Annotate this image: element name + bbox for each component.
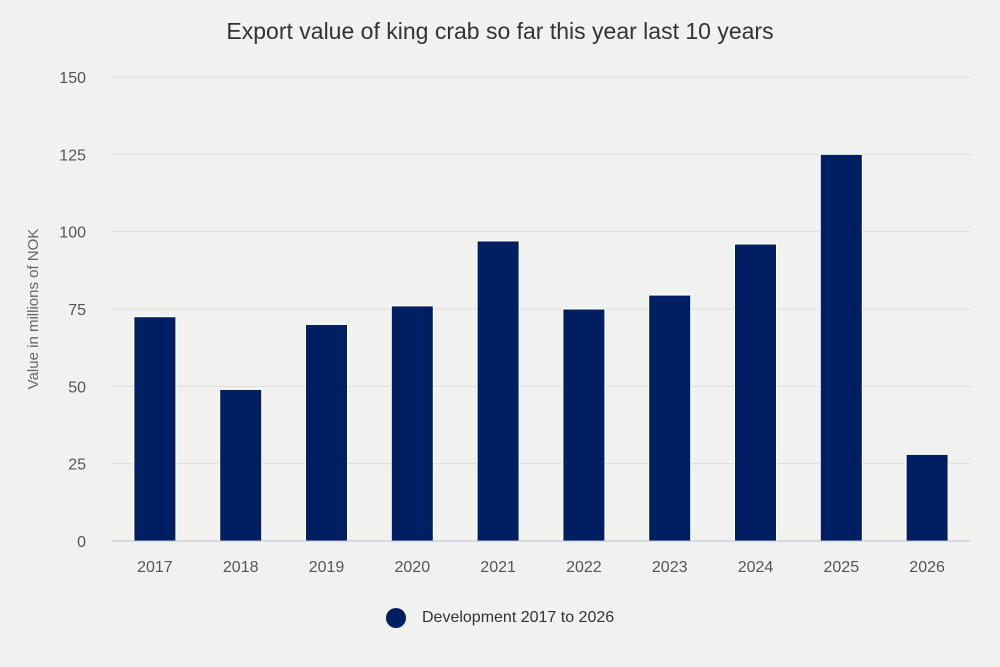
x-tick-label: 2019 [309, 559, 345, 576]
legend: Development 2017 to 2026 [386, 608, 614, 628]
y-tick-label: 25 [68, 457, 86, 474]
y-tick-label: 150 [59, 70, 86, 87]
bar-2022[interactable] [562, 308, 606, 542]
x-tick-label: 2020 [395, 559, 431, 576]
y-tick-label: 125 [59, 147, 86, 164]
x-tick-label: 2022 [566, 559, 602, 576]
x-tick-label: 2018 [223, 559, 259, 576]
x-tick-label: 2024 [738, 559, 774, 576]
x-tick-label: 2017 [137, 559, 173, 576]
legend-label: Development 2017 to 2026 [422, 609, 615, 626]
bar-2026[interactable] [905, 453, 949, 542]
y-tick-label: 0 [77, 534, 86, 551]
bar-2021[interactable] [476, 240, 520, 542]
x-tick-label: 2025 [824, 559, 860, 576]
bar-2019[interactable] [305, 323, 348, 542]
x-tick-label: 2023 [652, 559, 688, 576]
y-tick-label: 100 [59, 225, 86, 242]
x-tick-label: 2026 [909, 559, 945, 576]
chart-title: Export value of king crab so far this ye… [226, 18, 774, 44]
y-tick-label: 75 [68, 302, 86, 319]
x-axis-ticks: 2017 2018 2019 2020 2021 2022 2023 2024 2025 2026 [137, 559, 945, 576]
bar-2024[interactable] [734, 243, 777, 542]
bars [133, 153, 949, 542]
y-axis-ticks: 0 25 50 75 100 125 150 [59, 70, 86, 551]
bar-2025[interactable] [819, 153, 863, 542]
bar-2020[interactable] [390, 305, 434, 542]
bar-2017[interactable] [133, 316, 177, 542]
x-tick-label: 2021 [480, 559, 516, 576]
bar-2023[interactable] [648, 294, 692, 542]
legend-marker-icon [386, 608, 406, 628]
y-tick-label: 50 [68, 379, 86, 396]
y-axis-label: Value in millions of NOK [25, 229, 42, 390]
bar-2018[interactable] [219, 388, 263, 542]
